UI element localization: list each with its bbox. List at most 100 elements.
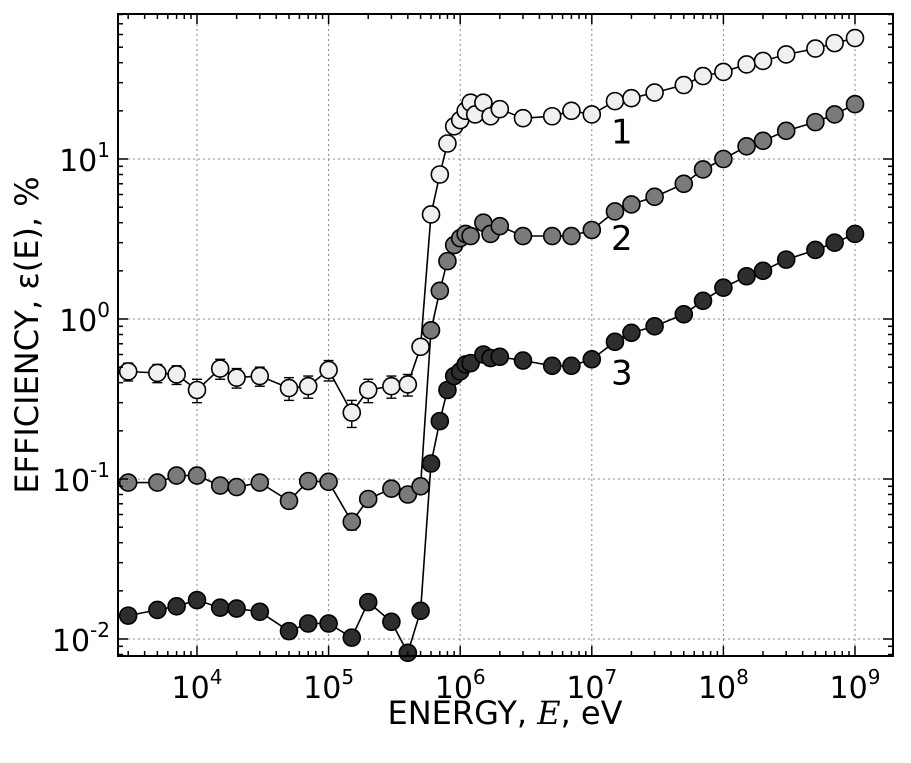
series-3-point xyxy=(845,224,865,244)
series-3-point xyxy=(714,278,733,297)
x-tick-base: 10 xyxy=(435,671,473,706)
series-1-point xyxy=(430,165,450,184)
y-tick-exponent: 1 xyxy=(97,138,110,162)
x-tick-exponent: 4 xyxy=(210,665,223,689)
series-2-point xyxy=(298,471,318,491)
series-3-point xyxy=(825,233,844,252)
series-2-point xyxy=(845,94,865,114)
series-2-point xyxy=(461,226,480,246)
x-tick-label: 108 xyxy=(698,665,749,706)
x-axis-title-symbol: E xyxy=(536,694,560,732)
series-1-point xyxy=(319,360,338,380)
series-1-point xyxy=(490,99,510,119)
series-3-point xyxy=(753,261,773,281)
y-tick-exponent: -2 xyxy=(90,618,110,642)
series-2-point xyxy=(167,466,186,485)
series-3-point xyxy=(645,317,664,336)
series-3-point xyxy=(693,291,713,311)
series-3-point xyxy=(118,606,138,625)
series-2-point xyxy=(438,251,457,271)
series-2-point xyxy=(605,202,625,221)
series-2-point xyxy=(753,131,773,151)
series-1-point xyxy=(421,205,441,224)
series-1-point xyxy=(776,45,796,64)
series-annotation-1: 1 xyxy=(611,112,633,152)
series-1-point xyxy=(210,359,230,378)
series-3-point xyxy=(298,614,318,633)
series-2-point xyxy=(737,137,756,156)
series-1-point xyxy=(714,62,733,82)
series-1-point xyxy=(358,380,378,400)
series-2-point xyxy=(825,105,844,124)
series-1-point xyxy=(411,337,430,357)
series-3-point xyxy=(358,592,378,612)
series-2-point xyxy=(279,491,299,511)
x-tick-label: 107 xyxy=(566,665,617,706)
y-tick-label: 10-1 xyxy=(52,458,110,499)
series-2-point xyxy=(714,149,733,169)
series-3-point xyxy=(513,351,533,370)
series-1-point xyxy=(605,91,625,111)
series-1-point xyxy=(298,376,318,396)
y-axis-title: EFFICIENCY, ε(E), % xyxy=(8,176,46,493)
series-1-point xyxy=(438,134,457,153)
series-annotation-3: 3 xyxy=(611,353,633,393)
series-3-point xyxy=(605,332,625,352)
series-1-point xyxy=(622,88,641,108)
series-2-point xyxy=(645,187,664,207)
series-1-point xyxy=(674,75,694,95)
series-1-point xyxy=(382,376,401,396)
x-axis-title-part: ENERGY, xyxy=(388,694,538,732)
y-tick-base: 10 xyxy=(52,624,90,659)
series-1 xyxy=(118,28,865,429)
series-3-point xyxy=(210,598,230,617)
series-1-point xyxy=(542,106,562,126)
series-2-point xyxy=(411,477,430,496)
x-tick-base: 10 xyxy=(566,671,604,706)
series-3-point xyxy=(187,590,207,610)
grid-lines xyxy=(118,14,893,656)
series-2-point xyxy=(421,320,441,340)
series-1-point xyxy=(118,362,138,381)
series-2-point xyxy=(342,512,362,532)
series-1-point xyxy=(513,108,533,128)
series-3-point xyxy=(319,614,338,633)
x-tick-base: 10 xyxy=(303,671,341,706)
series-3-point xyxy=(582,349,602,369)
series-3-point xyxy=(461,353,480,373)
x-tick-base: 10 xyxy=(172,671,210,706)
y-tick-base: 10 xyxy=(59,304,97,339)
x-tick-exponent: 6 xyxy=(473,665,486,689)
x-axis-title-part: , eV xyxy=(561,694,623,732)
x-tick-base: 10 xyxy=(698,671,736,706)
series-3-point xyxy=(342,628,362,647)
x-tick-exponent: 9 xyxy=(868,665,881,689)
axis-ticks xyxy=(118,13,893,656)
series-2-point xyxy=(562,226,581,246)
series-2-point xyxy=(210,476,230,495)
series-2-point xyxy=(513,226,533,246)
series-3-point xyxy=(806,240,825,260)
series-3-point xyxy=(411,601,430,621)
series-3-point xyxy=(562,356,581,376)
series-2-point xyxy=(490,216,510,236)
series-2-point xyxy=(227,477,246,497)
series-2-point xyxy=(806,112,825,132)
series-1-point xyxy=(737,55,756,74)
series-annotation-2: 2 xyxy=(611,219,633,259)
series-1-point xyxy=(148,363,167,383)
x-tick-label: 109 xyxy=(830,665,881,706)
x-tick-base: 10 xyxy=(830,671,868,706)
x-tick-exponent: 8 xyxy=(736,665,749,689)
series-1-point xyxy=(250,366,270,386)
series-1-point xyxy=(562,101,581,121)
series-2-point xyxy=(674,174,694,194)
y-tick-label: 101 xyxy=(59,138,110,179)
x-tick-exponent: 5 xyxy=(341,665,354,689)
series-3-point xyxy=(776,250,796,269)
series-3-point xyxy=(737,266,756,286)
series-1-point xyxy=(187,380,207,400)
series-2-point xyxy=(582,220,602,240)
series-2-point xyxy=(148,473,167,492)
